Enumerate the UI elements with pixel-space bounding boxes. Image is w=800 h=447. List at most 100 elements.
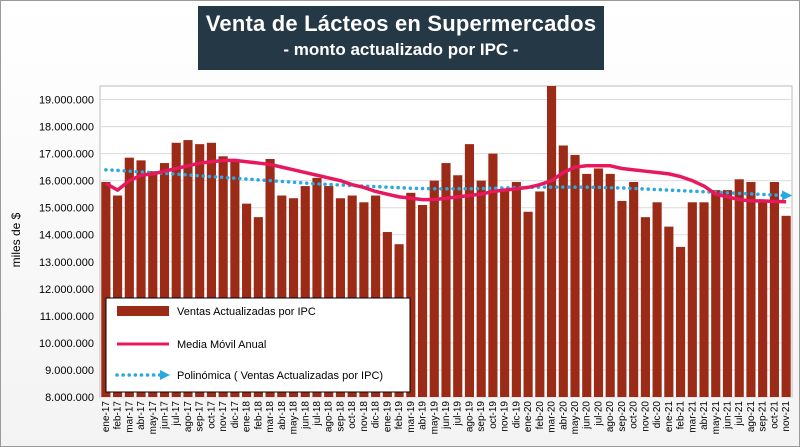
bar	[312, 177, 322, 397]
x-tick-label: dic-20	[652, 401, 663, 429]
x-tick-label: mar-21	[687, 401, 698, 433]
bar	[652, 202, 662, 397]
bar	[570, 154, 580, 397]
bar	[441, 163, 451, 397]
moving-average-line	[104, 158, 787, 204]
x-tick-label: jul-18	[312, 401, 323, 427]
bar	[664, 226, 674, 397]
legend-label-polynomial: Polinómica ( Ventas Actualizadas por IPC…	[177, 370, 383, 382]
x-tick-label: feb-21	[676, 401, 687, 430]
x-tick-label: jun-17	[160, 401, 171, 430]
x-axis-ticks: ene-17 feb-17 mar-17 abr-17 may-17 jun-17 jul-…	[101, 401, 792, 435]
x-tick-label: ene-21	[664, 401, 675, 433]
chart-title-box: Venta de Lácteos en Supermercados - mont…	[198, 6, 604, 70]
bar	[101, 182, 111, 397]
bar	[511, 182, 521, 397]
x-tick-label: dic-18	[371, 401, 382, 429]
x-tick-label: sep-17	[195, 401, 206, 432]
x-tick-label: nov-19	[500, 401, 511, 432]
x-tick-label: mar-18	[265, 401, 276, 433]
moving-average-series	[104, 158, 787, 204]
legend-swatch-bar	[117, 306, 169, 316]
trend-arrow-icon	[782, 190, 793, 201]
x-tick-label: oct-21	[769, 401, 780, 429]
bar	[206, 142, 216, 397]
bar	[558, 145, 568, 397]
x-tick-label: may-19	[429, 401, 440, 435]
x-tick-label: may-18	[289, 401, 300, 435]
x-tick-label: sep-21	[758, 401, 769, 432]
x-tick-label: ago-20	[605, 401, 616, 433]
bar	[124, 157, 134, 397]
y-tick-label: 14.000.000	[39, 230, 94, 242]
legend-arrow-icon	[160, 370, 170, 380]
bar	[640, 217, 650, 397]
x-tick-label: jul-19	[453, 401, 464, 427]
x-tick-label: may-17	[148, 401, 159, 435]
x-tick-label: jul-17	[171, 401, 182, 427]
y-axis-ticks: 8.000.000 9.000.000 10.000.000 11.000.000 12…	[39, 95, 94, 404]
bar	[711, 190, 721, 397]
bar	[500, 190, 510, 397]
trend-line	[104, 168, 788, 198]
bar	[300, 186, 310, 397]
x-tick-label: may-21	[711, 401, 722, 435]
bar	[699, 202, 709, 397]
x-tick-label: ene-18	[242, 401, 253, 433]
legend-label-moving-average: Media Móvil Anual	[177, 339, 266, 351]
bar	[417, 204, 428, 397]
chart-title: Venta de Lácteos en Supermercados	[205, 11, 597, 36]
trend-series	[104, 168, 793, 201]
x-tick-label: nov-20	[640, 401, 651, 432]
bar	[195, 144, 205, 397]
y-tick-label: 16.000.000	[39, 176, 94, 188]
bar	[277, 195, 287, 397]
x-tick-label: jun-20	[582, 401, 593, 430]
x-tick-label: abr-17	[136, 401, 147, 430]
bar	[476, 180, 486, 397]
bar	[722, 190, 733, 397]
y-tick-label: 9.000.000	[45, 365, 94, 377]
bar	[582, 173, 592, 397]
bar	[230, 160, 240, 397]
bar	[347, 195, 357, 397]
x-tick-label: ene-17	[101, 401, 112, 433]
x-tick-label: sep-19	[476, 401, 487, 432]
x-tick-label: jun-18	[300, 401, 311, 430]
y-tick-label: 18.000.000	[39, 122, 94, 134]
x-tick-label: abr-19	[418, 401, 429, 430]
y-tick-label: 11.000.000	[40, 311, 94, 323]
x-tick-label: may-20	[570, 401, 581, 435]
x-tick-label: ago-21	[746, 401, 757, 433]
x-tick-label: abr-20	[558, 401, 569, 430]
legend: Ventas Actualizadas por IPC Media Móvil …	[105, 297, 411, 393]
legend-label-bars: Ventas Actualizadas por IPC	[177, 306, 316, 318]
y-tick-label: 13.000.000	[39, 257, 94, 269]
bar	[676, 246, 686, 397]
x-tick-label: feb-18	[253, 401, 264, 430]
bar	[734, 179, 744, 397]
bar	[218, 156, 228, 397]
bar	[171, 142, 181, 397]
bar	[113, 195, 123, 397]
x-tick-label: mar-20	[547, 401, 558, 433]
x-tick-label: oct-18	[347, 401, 358, 429]
x-tick-label: ene-20	[523, 401, 534, 433]
bar	[453, 175, 463, 397]
x-tick-label: oct-19	[488, 401, 499, 429]
x-tick-label: ago-17	[183, 401, 194, 433]
x-tick-label: mar-17	[124, 401, 135, 433]
bar	[605, 173, 615, 397]
bar	[464, 144, 475, 397]
bar	[758, 199, 768, 397]
y-tick-label: 19.000.000	[39, 95, 94, 107]
bar	[265, 159, 275, 397]
bar	[769, 182, 779, 397]
x-tick-label: nov-21	[781, 401, 792, 432]
x-tick-label: feb-19	[394, 401, 405, 430]
bar	[535, 191, 545, 397]
bar	[687, 202, 697, 397]
x-tick-label: ago-18	[324, 401, 335, 433]
y-tick-label: 17.000.000	[39, 149, 94, 161]
x-tick-label: abr-21	[699, 401, 710, 430]
